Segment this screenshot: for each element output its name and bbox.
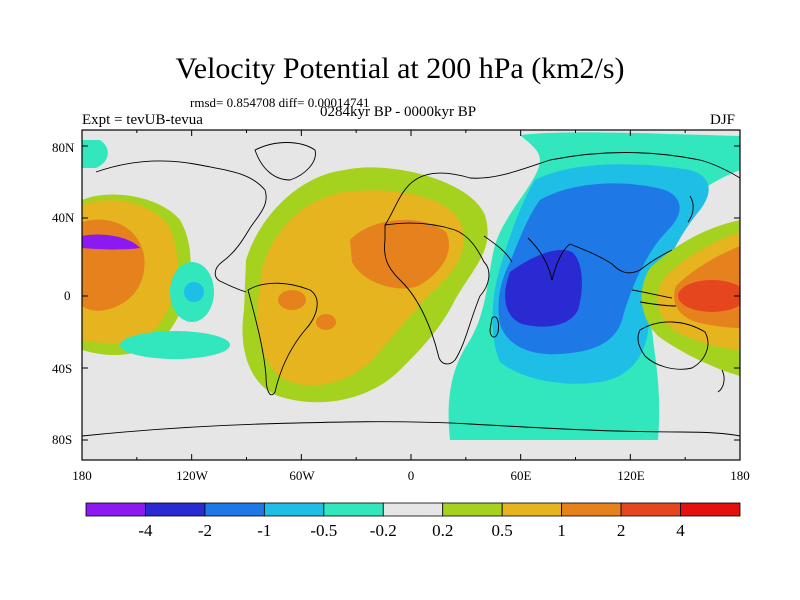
legend-swatch [204,502,265,517]
legend-label: 2 [617,521,626,540]
lon-tick-label: 60W [289,468,315,483]
legend-label: -4 [138,521,153,540]
period-label: 0284kyr BP - 0000kyr BP [320,104,477,120]
coast-greenland [254,142,316,181]
stats-label: rmsd= 0.854708 diff= 0.00014741 [190,95,370,110]
coast-europe [384,152,740,226]
coast-new-zealand [717,369,725,393]
lon-tick-label: 180 [72,468,92,483]
legend-label: 4 [676,521,685,540]
legend-swatch [145,502,206,517]
contour-arctic-negative [82,140,108,168]
contour-atlantic-1-brazil [278,290,306,310]
coast-indonesia [631,289,677,307]
coast-madagascar [489,316,499,338]
coast-arabia-india [483,235,571,281]
lon-tick-label: 60E [510,468,532,483]
contour-west-pacific-2 [678,280,740,312]
legend-label: -1 [257,521,271,540]
legend-swatch [263,502,325,517]
experiment-label: Expt = tevUB-tevua [82,112,203,128]
legend-swatch [561,502,622,517]
lat-tick-label: 40N [52,210,75,225]
coast-antarctica [82,421,740,437]
coast-japan [687,195,694,223]
legend-bar: -4 -2 -1 -0.5 -0.2 0.2 0.5 1 2 4 [85,502,741,540]
legend-swatch [442,502,503,517]
season-label: DJF [710,112,736,128]
coast-asia-southeast [569,243,673,274]
legend-swatch [501,502,563,517]
legend-label: -0.5 [310,521,337,540]
legend-label: 1 [557,521,566,540]
legend-label: 0.5 [492,521,513,540]
legend-label: -2 [198,521,212,540]
legend-label: -0.2 [370,521,397,540]
legend-swatch [680,502,741,517]
legend-label: 0.2 [432,521,453,540]
legend-swatch [323,502,384,517]
tick-marks [81,130,741,460]
contour-pacific-west-2 [82,234,140,250]
chart-title: Velocity Potential at 200 hPa (km2/s) [175,52,625,85]
coastlines [82,142,740,437]
legend-swatch [382,502,444,517]
contour-east-pacific-negative-inner [184,282,204,302]
contour-atlantic-1-africa [350,219,450,289]
lat-tick-label: 80S [52,432,73,447]
lon-tick-label: 180 [730,468,750,483]
lat-tick-label: 0 [64,288,71,303]
lon-tick-label: 0 [407,468,415,483]
lon-tick-label: 120W [176,468,208,483]
coast-africa [384,222,490,365]
legend-swatch [85,502,146,517]
legend-swatch [620,502,681,517]
lon-tick-label: 120E [617,468,645,483]
contour-south-pacific-negative [120,331,230,359]
lat-tick-label: 40S [52,361,73,376]
coast-south-america [247,282,318,396]
contour-field [82,130,740,460]
lat-tick-label: 80N [52,140,75,155]
contour-atlantic-1-south [316,314,336,330]
contour-indian-2 [505,249,582,327]
coast-north-america [95,160,267,293]
coast-australia [637,321,709,370]
